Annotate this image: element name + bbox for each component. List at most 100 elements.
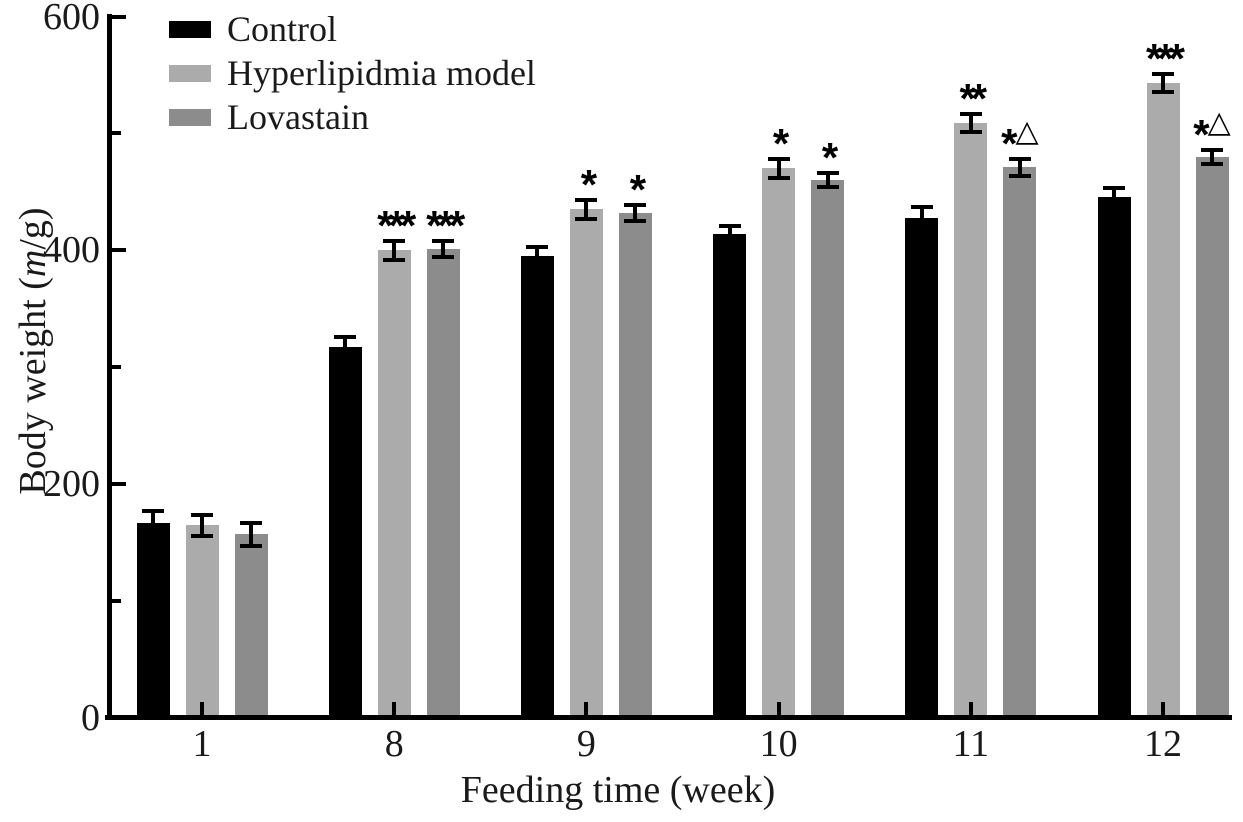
error-cap-top-control-week-1	[142, 509, 164, 514]
asterisk-marker: *	[1193, 110, 1210, 158]
error-bar-control-week-11	[919, 207, 924, 229]
bar-control-week-11	[905, 217, 939, 718]
bar-hyperlipidmia-model-week-1	[185, 525, 219, 718]
bar-hyperlipidmia-model-week-12	[1146, 83, 1180, 718]
error-cap-bottom-hyperlipidmia-model-week-11	[959, 130, 982, 135]
x-tick-label-1: 1	[192, 723, 212, 765]
bar-control-week-9	[520, 256, 554, 718]
bar-hyperlipidmia-model-week-11	[954, 122, 988, 718]
error-cap-top-control-week-12	[1103, 186, 1125, 191]
x-tick-8	[392, 702, 397, 716]
error-bar-lovastain-week-10	[825, 173, 830, 188]
error-bar-lovastain-week-12	[1210, 149, 1214, 164]
error-cap-bottom-control-week-9	[526, 263, 549, 268]
error-cap-bottom-hyperlipidmia-model-week-10	[767, 175, 790, 180]
error-cap-top-lovastain-week-10	[816, 171, 839, 176]
error-cap-bottom-hyperlipidmia-model-week-9	[575, 216, 598, 221]
legend-swatch-lovastain	[169, 108, 211, 126]
error-cap-top-hyperlipidmia-model-week-10	[767, 157, 790, 162]
triangle-marker: △	[1015, 114, 1039, 150]
bar-control-week-8	[328, 347, 362, 718]
legend-label-control: Control	[227, 9, 338, 49]
asterisk-marker: ***	[426, 201, 465, 249]
bar-hyperlipidmia-model-week-8	[377, 250, 411, 718]
error-cap-top-hyperlipidmia-model-week-9	[575, 198, 598, 203]
bar-lovastain-week-11	[1003, 167, 1037, 718]
y-axis-title: Body weight (m/g)	[11, 181, 55, 521]
x-tick-label-11: 11	[952, 723, 990, 765]
error-bar-hyperlipidmia-model-week-8	[392, 240, 397, 260]
y-tick-400	[112, 248, 126, 253]
sig-marker-lovastain-week-8: ***	[373, 201, 513, 246]
y-tick-600	[112, 14, 126, 19]
bar-hyperlipidmia-model-week-10	[762, 168, 796, 718]
y-minor-tick-300	[112, 365, 121, 370]
error-cap-bottom-control-week-1	[142, 532, 164, 537]
y-minor-tick-100	[112, 599, 121, 604]
y-tick-label-600: 600	[43, 0, 100, 38]
error-cap-top-hyperlipidmia-model-week-12	[1152, 71, 1174, 76]
y-tick-200	[112, 482, 126, 487]
y-tick-label-0: 0	[81, 697, 100, 739]
x-axis-line	[105, 715, 1232, 720]
error-cap-bottom-lovastain-week-12	[1201, 161, 1223, 166]
error-cap-top-control-week-11	[910, 205, 933, 210]
sig-marker-lovastain-week-10: *	[758, 133, 898, 179]
error-cap-bottom-hyperlipidmia-model-week-12	[1152, 90, 1174, 95]
sig-marker-lovastain-week-9: *	[565, 165, 705, 210]
x-tick-label-9: 9	[576, 723, 596, 765]
error-bar-hyperlipidmia-model-week-11	[968, 113, 973, 133]
error-bar-control-week-8	[343, 336, 348, 358]
asterisk-marker: ***	[377, 201, 416, 249]
x-tick-11	[968, 702, 973, 716]
error-cap-top-control-week-9	[526, 244, 549, 249]
error-cap-bottom-lovastain-week-10	[816, 185, 839, 190]
bar-hyperlipidmia-model-week-9	[569, 209, 603, 718]
legend-swatch-control	[169, 20, 211, 38]
error-cap-bottom-control-week-10	[718, 240, 741, 245]
error-cap-top-hyperlipidmia-model-week-11	[959, 111, 982, 116]
y-axis-title-unit-g: /g)	[12, 207, 54, 250]
error-cap-top-control-week-8	[334, 334, 357, 339]
legend-swatch-hyperlipidmia-model	[169, 64, 211, 82]
legend-label-lovastain: Lovastain	[227, 97, 369, 137]
error-cap-bottom-control-week-11	[910, 226, 933, 231]
legend: Control Hyperlipidmia model Lovastain	[169, 9, 536, 144]
asterisk-marker: *	[629, 165, 647, 213]
error-bar-control-week-1	[151, 511, 155, 535]
legend-item-lovastain: Lovastain	[169, 97, 536, 137]
x-axis-title: Feeding time (week)	[460, 769, 776, 811]
sig-marker-hyperlipidmia-model-week-11: **	[901, 74, 1041, 119]
error-bar-hyperlipidmia-model-week-10	[776, 159, 781, 178]
x-tick-label-8: 8	[384, 723, 404, 765]
error-bar-lovastain-week-1	[249, 522, 253, 547]
bar-lovastain-week-8	[426, 249, 460, 718]
sig-marker-lovastain-week-11: * △	[950, 114, 1090, 165]
asterisk-marker: ***	[1145, 34, 1185, 82]
bar-control-week-12	[1097, 196, 1131, 718]
bar-lovastain-week-12	[1195, 156, 1229, 718]
error-bar-lovastain-week-9	[633, 204, 638, 222]
asterisk-marker: **	[959, 74, 987, 122]
y-axis-line	[107, 14, 112, 720]
error-cap-top-lovastain-week-11	[1008, 157, 1031, 162]
x-tick-label-12: 12	[1144, 723, 1182, 765]
x-tick-10	[776, 702, 781, 716]
bar-control-week-1	[136, 522, 170, 718]
y-tick-label-200: 200	[43, 463, 100, 506]
error-cap-bottom-control-week-8	[334, 355, 357, 360]
x-tick-9	[584, 702, 589, 716]
sig-marker-hyperlipidmia-model-week-8: ***	[324, 201, 464, 246]
error-bar-lovastain-week-11	[1017, 159, 1022, 176]
error-cap-bottom-lovastain-week-9	[624, 219, 647, 224]
y-tick-label-400: 400	[43, 229, 100, 272]
legend-label-hyperlipidmia-model: Hyperlipidmia model	[227, 53, 536, 93]
error-cap-bottom-lovastain-week-1	[240, 544, 262, 549]
error-bar-hyperlipidmia-model-week-1	[200, 514, 204, 536]
error-cap-top-control-week-10	[718, 223, 741, 228]
triangle-marker: △	[1207, 104, 1231, 140]
error-cap-bottom-lovastain-week-11	[1008, 173, 1031, 178]
